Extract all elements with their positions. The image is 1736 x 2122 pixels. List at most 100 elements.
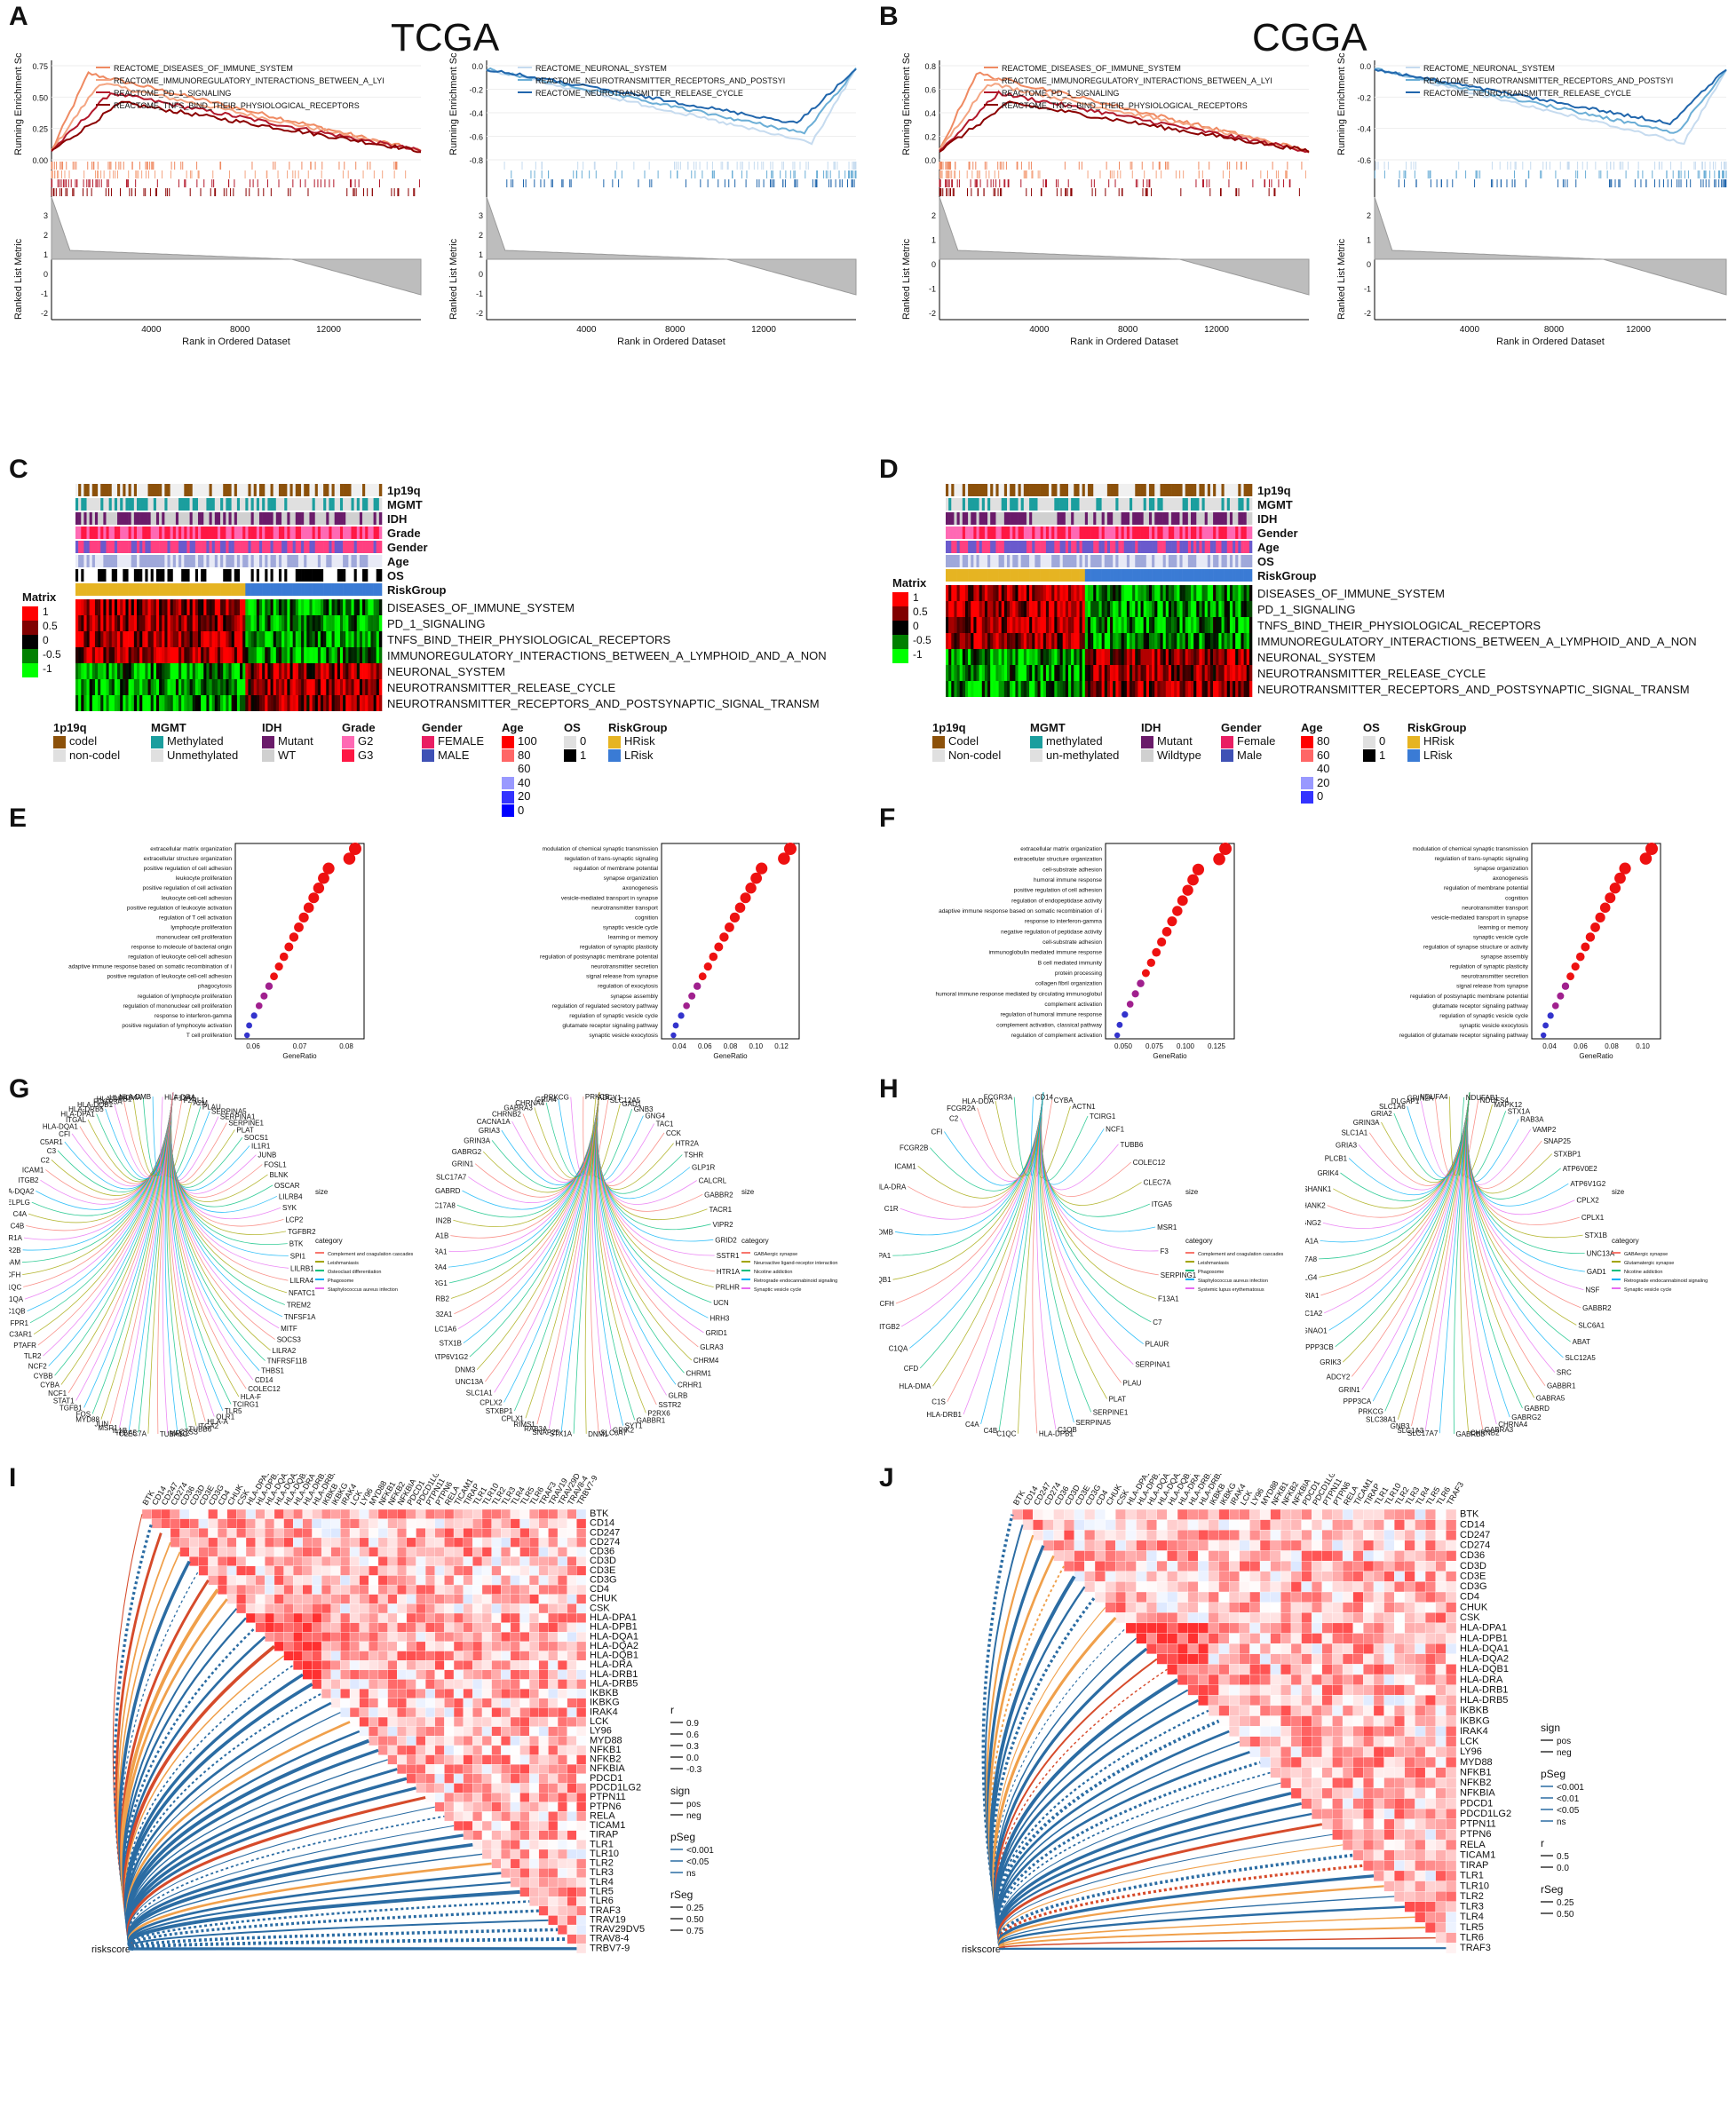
- gene-label: C4A: [965, 1421, 979, 1429]
- gene-label: C7: [1153, 1318, 1162, 1326]
- annotation-row-label: RiskGroup: [1257, 569, 1317, 582]
- heatmap-plot: 1p19qMGMTIDHGenderAgeOSRiskGroupDISEASES…: [879, 479, 1732, 737]
- gene-label: GRIA2: [1371, 1110, 1393, 1118]
- dot-mark: [1132, 990, 1139, 997]
- x-axis-label: GeneRatio: [713, 1052, 748, 1060]
- category-legend-title: category: [741, 1237, 769, 1245]
- dot-mark: [1147, 959, 1155, 967]
- dot-mark: [1122, 1011, 1128, 1017]
- gene-label: CYBA: [40, 1381, 59, 1389]
- go-term-label: axonogenesis: [1493, 875, 1529, 882]
- go-term-label: learning or memory: [1478, 924, 1529, 930]
- matrix-tick-label: 0: [913, 620, 919, 632]
- gene-label: DLG4: [1305, 1273, 1318, 1281]
- go-term-label: regulation of glutamate receptor signali…: [1399, 1033, 1529, 1039]
- cnet-edge: [1362, 1092, 1470, 1390]
- go-term-label: regulation of synaptic vesicle cycle: [569, 1013, 658, 1019]
- gene-label: THBS1: [261, 1367, 284, 1375]
- gene-label: GABRB3: [1455, 1430, 1485, 1438]
- gene-label: SLC32A1: [435, 1310, 453, 1318]
- gene-label: PLAU: [1123, 1379, 1142, 1387]
- gene-label: PLAUR: [1145, 1341, 1169, 1349]
- corr-legend-item: 0.25: [686, 1904, 704, 1913]
- dot-mark: [244, 1033, 250, 1038]
- gene-label: GRIA3: [479, 1127, 501, 1135]
- gene-label: LILRB1: [290, 1264, 314, 1272]
- gene-label: C2: [41, 1156, 51, 1164]
- gene-label: CFH: [879, 1300, 894, 1308]
- legend-item-label: Methylated: [167, 734, 224, 748]
- gene-label: MSR1: [1157, 1223, 1177, 1231]
- gene-label: GRIN3A: [464, 1136, 490, 1144]
- gene-label: ATP6V1G2: [1570, 1180, 1605, 1188]
- y-tick-label: 0.0: [924, 156, 936, 165]
- pathway-label: PD_1_SIGNALING: [1257, 603, 1356, 616]
- gene-label: FCGR2A: [947, 1105, 976, 1112]
- gene-label: CACNA1A: [1305, 1237, 1319, 1245]
- y-tick-label: -0.6: [1357, 156, 1371, 165]
- y-tick-label: -0.4: [469, 109, 483, 118]
- legend-item: G3: [342, 748, 376, 763]
- dot-mark: [1619, 863, 1630, 875]
- go-term-label: regulation of T cell activation: [159, 915, 233, 921]
- gene-label: GRIN1: [1338, 1386, 1360, 1394]
- cnet-edge: [170, 1092, 253, 1380]
- y-axis-label: Running Enrichment Score: [448, 53, 459, 155]
- go-term-label: synapse assembly: [611, 994, 659, 1000]
- corr-legend-item: <0.05: [686, 1857, 709, 1867]
- legend-item: Male: [1221, 748, 1275, 763]
- age-tick-label: 0: [518, 804, 524, 817]
- legend-item: HRisk: [1407, 734, 1466, 748]
- ranked-list-area: [1375, 197, 1726, 295]
- gene-label: CD14: [255, 1376, 273, 1384]
- ranked-list-area: [52, 197, 421, 295]
- gene-label: GRIA3: [1336, 1141, 1358, 1149]
- legend-item: Unmethylated: [151, 748, 238, 763]
- go-term-label: positive regulation of leukocyte cell-ce…: [107, 974, 232, 980]
- category-legend-item: Phagosome: [328, 1279, 353, 1284]
- gene-label: LILRA4: [289, 1277, 313, 1285]
- legend-item-label: LRisk: [1423, 748, 1453, 762]
- legend-item-label: Mutant: [278, 734, 313, 748]
- legend-swatch: [1407, 749, 1420, 762]
- pathway-label: NEUROTRANSMITTER_RELEASE_CYCLE: [1257, 667, 1486, 680]
- go-term-label: modulation of chemical synaptic transmis…: [543, 846, 659, 852]
- age-swatch: [502, 749, 514, 762]
- gene-label: UCN: [713, 1299, 729, 1307]
- gene-label: HLA-DMB: [119, 1093, 151, 1101]
- legend-title: Gender: [1221, 721, 1275, 734]
- cnet-edge: [893, 1092, 1044, 1279]
- legend-title: IDH: [1141, 721, 1201, 734]
- dot-mark: [1548, 1012, 1554, 1018]
- gene-label: NCF1: [48, 1390, 67, 1398]
- cnet-plot: NDUFS4MAPK12STX1ARAB3AVAMP2SNAP25STXBP1A…: [1305, 1079, 1732, 1452]
- dot-mark: [1167, 916, 1177, 926]
- legend-swatch: [262, 749, 274, 762]
- dotplot: extracellular matrix organizationextrace…: [9, 839, 435, 1065]
- go-term-label: adaptive immune response based on somati…: [68, 964, 232, 970]
- cnet-plot: SLC12A5GAD1GNB3GNG4TAC1CCKHTR2ATSHRGLP1R…: [435, 1079, 870, 1452]
- rank-tick-label: 2: [1367, 211, 1371, 220]
- annotation-row-label: Gender: [1257, 527, 1298, 540]
- age-swatch: [502, 736, 514, 748]
- gene-row-label: CD4: [1460, 1592, 1479, 1603]
- gene-label: F13A1: [174, 1095, 195, 1103]
- gene-label: SOCS1: [244, 1134, 269, 1142]
- dot-mark: [1640, 852, 1653, 865]
- age-tick-label: 20: [1317, 776, 1329, 789]
- legend-item-label: FEMALE: [438, 734, 484, 748]
- dot-mark: [1219, 843, 1232, 855]
- annotation-row-label: OS: [1257, 555, 1274, 568]
- age-tick: 20: [1301, 776, 1329, 790]
- dot-mark: [280, 953, 289, 962]
- gene-row-label: PDCD1LG2: [1460, 1809, 1511, 1819]
- rank-tick-label: 1: [479, 250, 483, 259]
- go-term-label: modulation of chemical synaptic transmis…: [1413, 846, 1529, 852]
- cnet-plot: CYBAACTN1TCIRG1NCF1TUBB6COLEC12CLEC7AITG…: [879, 1079, 1305, 1452]
- dot-mark: [308, 892, 319, 903]
- go-term-label: regulation of synaptic plasticity: [1450, 964, 1529, 970]
- x-tick-label: 0.10: [1636, 1042, 1650, 1050]
- gene-label: CRHR1: [678, 1381, 702, 1389]
